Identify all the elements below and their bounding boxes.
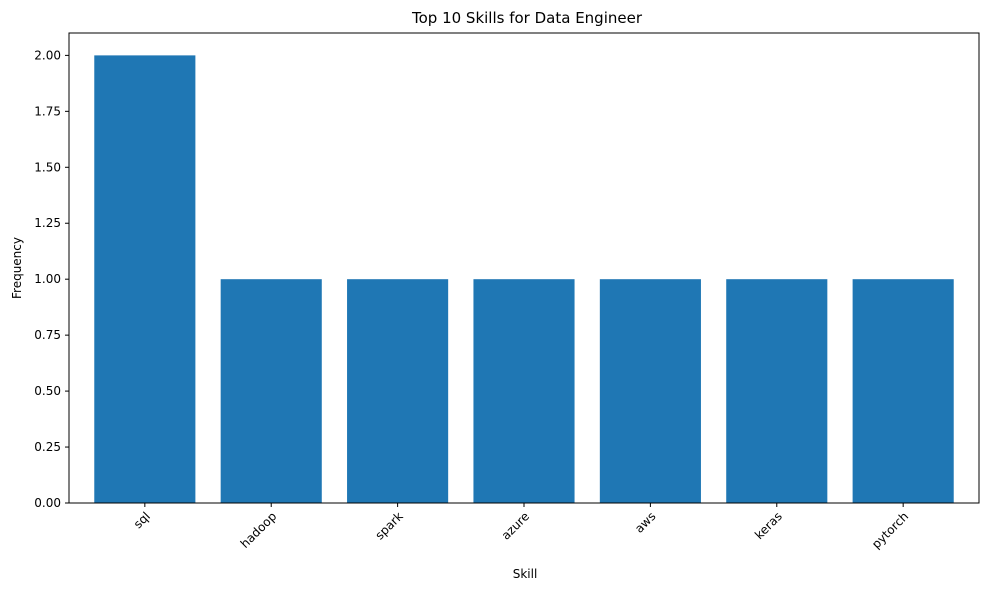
y-tick-label: 1.00 <box>34 272 61 286</box>
chart-title: Top 10 Skills for Data Engineer <box>411 9 643 27</box>
y-tick-label: 1.50 <box>34 160 61 174</box>
bar-sql <box>94 55 196 503</box>
y-tick-label: 1.25 <box>34 216 61 230</box>
x-tick-label: hadoop <box>238 509 280 551</box>
x-tick-label: pytorch <box>869 509 911 551</box>
bar-azure <box>473 279 575 503</box>
y-tick-label: 0.50 <box>34 384 61 398</box>
x-tick-label: sql <box>131 509 153 531</box>
x-tick-label: aws <box>632 509 658 535</box>
x-axis-ticks: sql hadoop spark azure aws keras pytorch <box>131 503 911 551</box>
y-tick-label: 2.00 <box>34 48 61 62</box>
y-tick-label: 0.00 <box>34 496 61 510</box>
x-tick-label: spark <box>372 509 405 542</box>
y-tick-label: 1.75 <box>34 104 61 118</box>
bar-spark <box>347 279 449 503</box>
bar-aws <box>599 279 701 503</box>
plot-area <box>94 55 954 503</box>
y-tick-label: 0.75 <box>34 328 61 342</box>
x-tick-label: azure <box>499 509 532 542</box>
x-axis-label: Skill <box>513 567 538 581</box>
y-tick-label: 0.25 <box>34 440 61 454</box>
bar-pytorch <box>852 279 954 503</box>
x-tick-label: keras <box>752 509 785 542</box>
bar-hadoop <box>220 279 322 503</box>
y-axis-ticks: 0.00 0.25 0.50 0.75 1.00 1.25 1.50 1.75 2.00 <box>34 48 69 510</box>
y-axis-label: Frequency <box>10 237 24 299</box>
bar-keras <box>726 279 828 503</box>
